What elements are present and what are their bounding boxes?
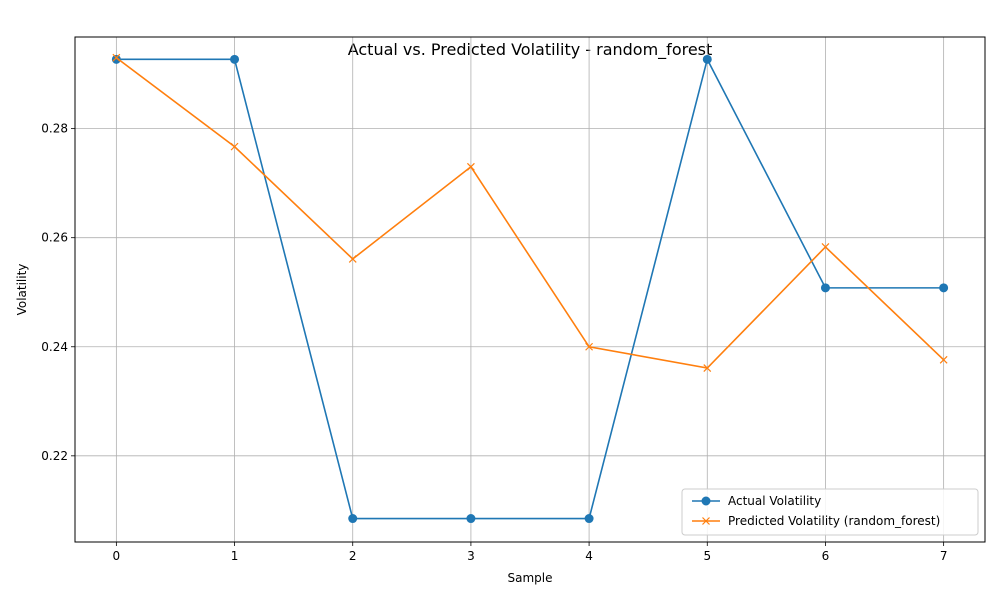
x-axis-label: Sample: [508, 571, 553, 585]
legend-entry: Actual Volatility: [728, 494, 821, 508]
plot-frame: [74, 36, 986, 543]
x-tick-label: 3: [467, 549, 475, 563]
legend: Actual Volatility Predicted Volatility (r…: [681, 488, 979, 536]
predicted-point: [939, 355, 948, 364]
chart-title: Actual vs. Predicted Volatility - random…: [348, 40, 713, 60]
predicted-point: [112, 53, 121, 62]
predicted-point: [230, 142, 239, 151]
actual-point: [820, 283, 830, 293]
x-tick-label: 0: [113, 549, 121, 563]
series-line-actual: [116, 57, 944, 520]
predicted-point: [703, 364, 712, 372]
x-tick-label: 2: [349, 549, 357, 563]
grid: [75, 37, 985, 542]
predicted-point: [466, 162, 475, 171]
y-tick-label: 0.22: [41, 449, 68, 463]
legend-swatch-marker: [702, 517, 710, 525]
legend-swatch-marker: [701, 496, 711, 506]
actual-point: [348, 514, 358, 524]
x-tick-label: 5: [703, 549, 711, 563]
actual-point: [702, 54, 712, 64]
ticks: 0 1 2 3 4 5 6 7 0.22 0.24 0.26 0.28: [41, 122, 947, 563]
predicted-point: [348, 255, 357, 263]
x-tick-label: 6: [822, 549, 830, 563]
actual-point: [466, 514, 476, 524]
y-axis-label: Volatility: [15, 264, 29, 316]
actual-point: [230, 54, 240, 64]
series-layer: [111, 53, 949, 524]
y-tick-label: 0.26: [41, 231, 68, 245]
y-tick-label: 0.28: [41, 122, 68, 136]
actual-point: [939, 283, 949, 293]
legend-box: [681, 488, 979, 536]
legend-entry: Predicted Volatility (random_forest): [728, 514, 940, 528]
series-line-predicted: [115, 57, 945, 369]
x-tick-label: 1: [231, 549, 239, 563]
x-tick-label: 7: [940, 549, 948, 563]
predicted-point: [585, 342, 594, 351]
x-tick-label: 4: [585, 549, 593, 563]
y-tick-label: 0.24: [41, 340, 68, 354]
actual-point: [584, 514, 594, 524]
actual-point: [111, 54, 121, 64]
predicted-point: [821, 243, 830, 251]
